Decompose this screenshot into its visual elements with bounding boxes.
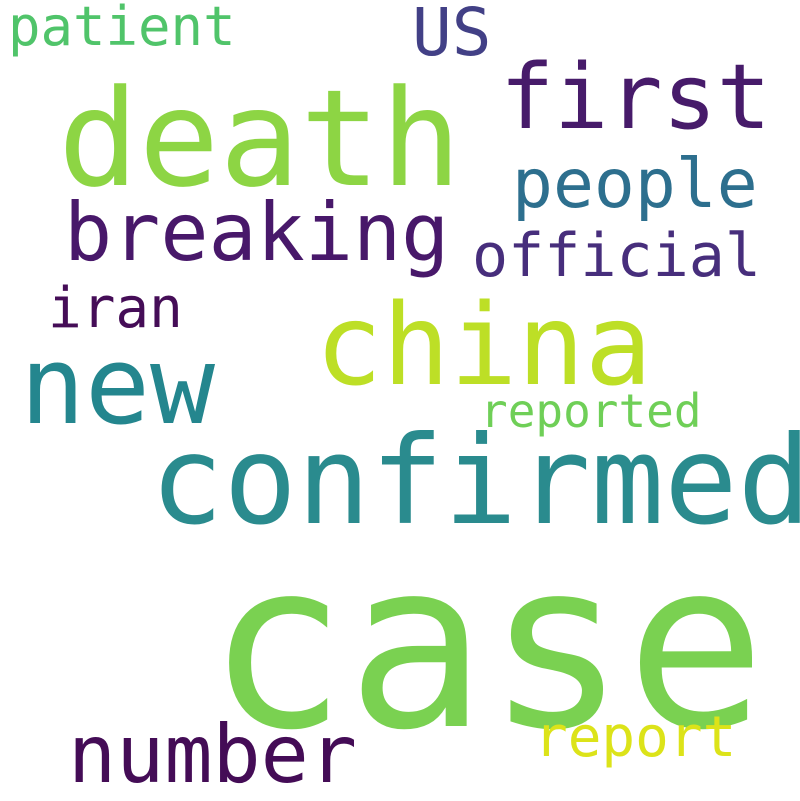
word-confirmed: confirmed [150,410,800,552]
word-us: US [412,0,492,71]
word-death: death [58,61,462,217]
word-people: people [512,145,758,224]
word-breaking: breaking [64,186,450,279]
word-reported: reported [480,384,702,438]
word-case: case [207,511,766,781]
word-official: official [472,221,761,291]
word-patient: patient [8,0,236,58]
word-china: china [315,281,653,411]
word-iran: iran [48,276,183,341]
word-report: report [534,705,737,770]
word-new: new [20,324,216,449]
word-first: first [500,45,771,150]
word-number: number [68,708,357,801]
